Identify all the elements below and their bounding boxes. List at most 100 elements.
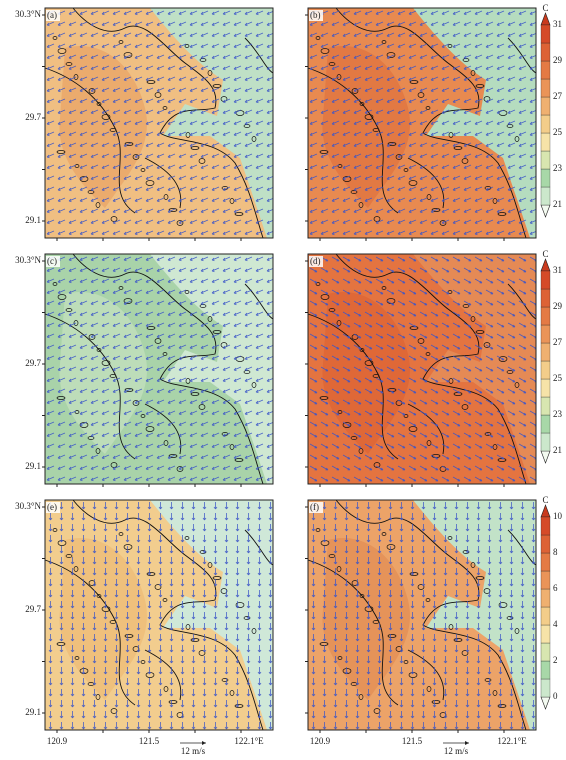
colorbar-segment	[540, 534, 551, 554]
colorbar-segment	[540, 324, 551, 344]
colorbar-segment	[540, 132, 551, 152]
panel-frame	[44, 253, 274, 485]
colorbar-unit: C	[542, 249, 548, 259]
label-box	[46, 256, 60, 267]
colorbar-tick: 31	[553, 265, 562, 275]
colorbar-tick: 6	[553, 583, 558, 593]
colorbar-tick: 21	[553, 199, 562, 209]
colorbar-tick: 27	[553, 337, 563, 347]
map-panel: (f)	[305, 499, 537, 733]
colorbar-end	[540, 504, 551, 518]
panel-label: (e)	[47, 502, 57, 512]
colorbar-segment	[540, 606, 551, 626]
label-box	[309, 502, 323, 513]
colorbar-tick: 29	[553, 55, 563, 65]
x-label: 121.5	[139, 736, 160, 746]
y-label: 29.7	[25, 112, 41, 122]
panel-label: (b)	[310, 10, 321, 20]
y-label: 29.1	[25, 461, 41, 471]
y-label: 30.3°N	[15, 501, 41, 511]
colorbar: 21 23 25 27 29 31 C	[540, 249, 563, 464]
colorbar-end	[540, 204, 551, 218]
reference-arrow: 12 m/s	[443, 741, 469, 756]
colorbar-segment	[540, 288, 551, 308]
colorbar-tick: 21	[553, 445, 562, 455]
colorbar-tick: 23	[553, 409, 563, 419]
colorbar-tick: 8	[553, 547, 558, 557]
colorbar-segment	[540, 360, 551, 380]
colorbar-tick: 23	[553, 163, 563, 173]
colorbar-tick: 0	[553, 691, 558, 701]
colorbar-unit: C	[542, 3, 548, 13]
colorbar-tick: 4	[553, 619, 558, 629]
wind-vectors	[45, 500, 273, 730]
colorbar-segment	[540, 24, 551, 44]
colorbar-segment	[540, 678, 551, 698]
map-panel: (b)	[305, 7, 537, 241]
x-label: 120.9	[47, 736, 68, 746]
x-label: 122.1°E	[234, 736, 264, 746]
label-box	[46, 10, 60, 21]
x-label: 122.1°E	[497, 736, 527, 746]
colorbar-end	[540, 12, 551, 26]
colorbar-segment	[540, 342, 551, 362]
colorbar-tick: 29	[553, 301, 563, 311]
wind-vectors	[308, 254, 536, 484]
colorbar-segment	[540, 660, 551, 680]
colorbar-segment	[540, 624, 551, 644]
y-label: 30.3°N	[15, 255, 41, 265]
map-panel: (e)	[42, 499, 274, 733]
y-label: 30.3°N	[15, 9, 41, 19]
colorbar-segment	[540, 270, 551, 290]
colorbar-segment	[540, 570, 551, 590]
colorbar-segment	[540, 78, 551, 98]
panel-frame	[44, 7, 274, 239]
colorbar-unit: C	[542, 495, 548, 505]
colorbar-segment	[540, 96, 551, 116]
panel-label: (a)	[47, 10, 57, 20]
panel-label: (d)	[310, 256, 321, 266]
label-box	[309, 10, 323, 21]
wind-vectors	[45, 254, 273, 484]
colorbar-tick: 31	[553, 19, 562, 29]
colorbar-segment	[540, 42, 551, 62]
colorbar-segment	[540, 516, 551, 536]
colorbar-segment	[540, 396, 551, 416]
colorbar-tick: 25	[553, 373, 563, 383]
colorbar-segment	[540, 114, 551, 134]
colorbar: 21 23 25 27 29 31 C	[540, 3, 563, 218]
map-panel: (c)	[42, 253, 274, 487]
colorbar-segment	[540, 150, 551, 170]
colorbar-tick: 10	[553, 511, 563, 521]
colorbar-segment	[540, 642, 551, 662]
map-panel: (a)	[42, 7, 274, 241]
map-panel: (d)	[305, 253, 537, 487]
y-label: 29.1	[25, 707, 41, 717]
colorbar-segment	[540, 306, 551, 326]
colorbar-segment	[540, 60, 551, 80]
colorbar-segment	[540, 588, 551, 608]
panel-label: (f)	[310, 502, 319, 512]
x-label: 121.5	[402, 736, 423, 746]
colorbar-tick: 2	[553, 655, 558, 665]
panel-label: (c)	[47, 256, 57, 266]
colorbar-segment	[540, 168, 551, 188]
reference-label: 12 m/s	[181, 746, 206, 756]
wind-vectors	[45, 8, 273, 238]
panel-frame	[44, 499, 274, 731]
colorbar-segment	[540, 552, 551, 572]
wind-vectors	[308, 8, 536, 238]
y-label: 29.1	[25, 215, 41, 225]
colorbar: 0 2 4 6 8 10 C	[540, 495, 563, 710]
colorbar-end	[540, 696, 551, 710]
colorbar-segment	[540, 378, 551, 398]
colorbar-segment	[540, 186, 551, 206]
panel-frame	[307, 7, 537, 239]
colorbar-end	[540, 258, 551, 272]
reference-arrow: 12 m/s	[180, 741, 206, 756]
y-label: 29.7	[25, 604, 41, 614]
colorbar-end	[540, 450, 551, 464]
panel-frame	[307, 253, 537, 485]
y-label: 29.7	[25, 358, 41, 368]
